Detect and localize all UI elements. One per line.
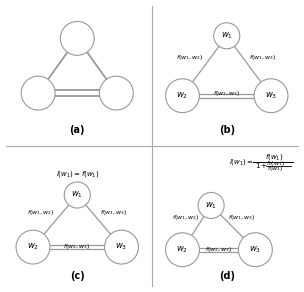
Text: $w_3$: $w_3$ [116, 242, 128, 252]
Text: $1+$: $1+$ [255, 161, 268, 170]
Text: $w_1$: $w_1$ [221, 31, 233, 41]
Text: $f(w_1,w_2)$: $f(w_1,w_2)$ [172, 213, 200, 222]
Text: (a): (a) [70, 125, 85, 135]
Circle shape [16, 230, 50, 264]
Text: $f(w_1, w_2)$: $f(w_1, w_2)$ [27, 208, 55, 217]
Text: $f(w_2,w_3)$: $f(w_2,w_3)$ [63, 242, 91, 251]
Text: $f(w_1, w_3)$: $f(w_1, w_3)$ [249, 53, 277, 62]
Text: $w_2$: $w_2$ [27, 242, 39, 252]
Circle shape [198, 192, 224, 218]
Text: (d): (d) [219, 271, 235, 281]
Text: $f(w_1,w_2)$: $f(w_1,w_2)$ [176, 53, 204, 62]
Text: $f(w_1)$: $f(w_1)$ [265, 152, 283, 162]
Text: $f(w_1)$: $f(w_1)$ [267, 164, 284, 173]
Circle shape [99, 76, 133, 110]
Text: (c): (c) [70, 271, 85, 281]
Circle shape [254, 79, 288, 113]
Circle shape [21, 76, 55, 110]
Text: $f(w_1,w_3)$: $f(w_1,w_3)$ [100, 208, 128, 217]
Text: $f(w_2,w_3)$: $f(w_2,w_3)$ [205, 244, 233, 253]
Text: $w_1$: $w_1$ [205, 200, 217, 211]
Text: $f(w_2, w_3)$: $f(w_2, w_3)$ [213, 89, 241, 98]
Text: $w_3$: $w_3$ [265, 91, 277, 101]
Text: $l(w_1)=f(w_1)$: $l(w_1)=f(w_1)$ [56, 168, 99, 178]
Text: $f(w_1,w_3)$: $f(w_1,w_3)$ [229, 213, 256, 222]
Text: $w_3$: $w_3$ [249, 244, 261, 255]
Text: $l(w_1) =$: $l(w_1) =$ [229, 157, 254, 167]
Text: $f_c(w_1)$: $f_c(w_1)$ [266, 159, 285, 168]
Circle shape [166, 233, 199, 267]
Circle shape [238, 233, 272, 267]
Text: $w_2$: $w_2$ [176, 91, 188, 101]
Text: (b): (b) [219, 125, 235, 135]
Circle shape [166, 79, 199, 113]
Text: $w_2$: $w_2$ [176, 244, 188, 255]
Circle shape [214, 23, 240, 49]
Circle shape [105, 230, 138, 264]
Circle shape [60, 22, 94, 55]
Circle shape [64, 182, 90, 208]
Text: $w_1$: $w_1$ [71, 190, 83, 200]
